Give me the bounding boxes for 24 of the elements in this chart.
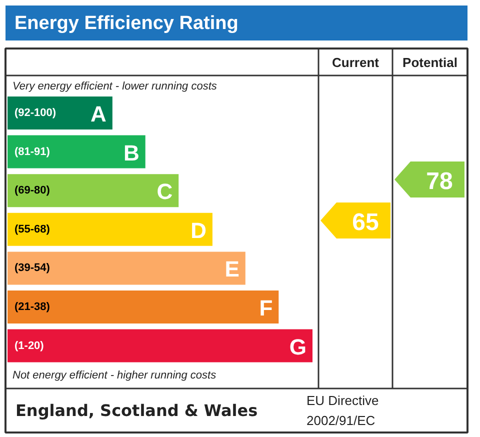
text: Not energy efficient - higher running costs [12,370,217,382]
category-label: (21-38) F [14,296,273,320]
bar [8,212,212,246]
category-label: (69-80) C [14,179,173,204]
text: 78 [426,168,453,195]
bar [8,252,246,285]
text: Potential [402,55,458,70]
bar [8,174,179,208]
category-label: (55-68) D [14,218,206,243]
bar [8,329,312,362]
bar [8,290,279,324]
category-label: (92-100) A [14,102,106,126]
bar [8,96,112,130]
text: EU Directive [306,393,379,408]
text: 2002/91/EC [306,413,376,428]
chart-title: Energy Efficiency Rating [14,13,238,34]
category-label: (39-54) E [14,256,240,282]
text: Current [332,55,380,70]
bar [8,135,146,168]
text: Very energy efficient - lower running costs [12,80,218,92]
category-label: (1-20) G [14,334,307,360]
text: England, Scotland & Wales [16,401,258,420]
text: 65 [352,209,379,236]
category-label: (81-91) B [14,140,140,166]
